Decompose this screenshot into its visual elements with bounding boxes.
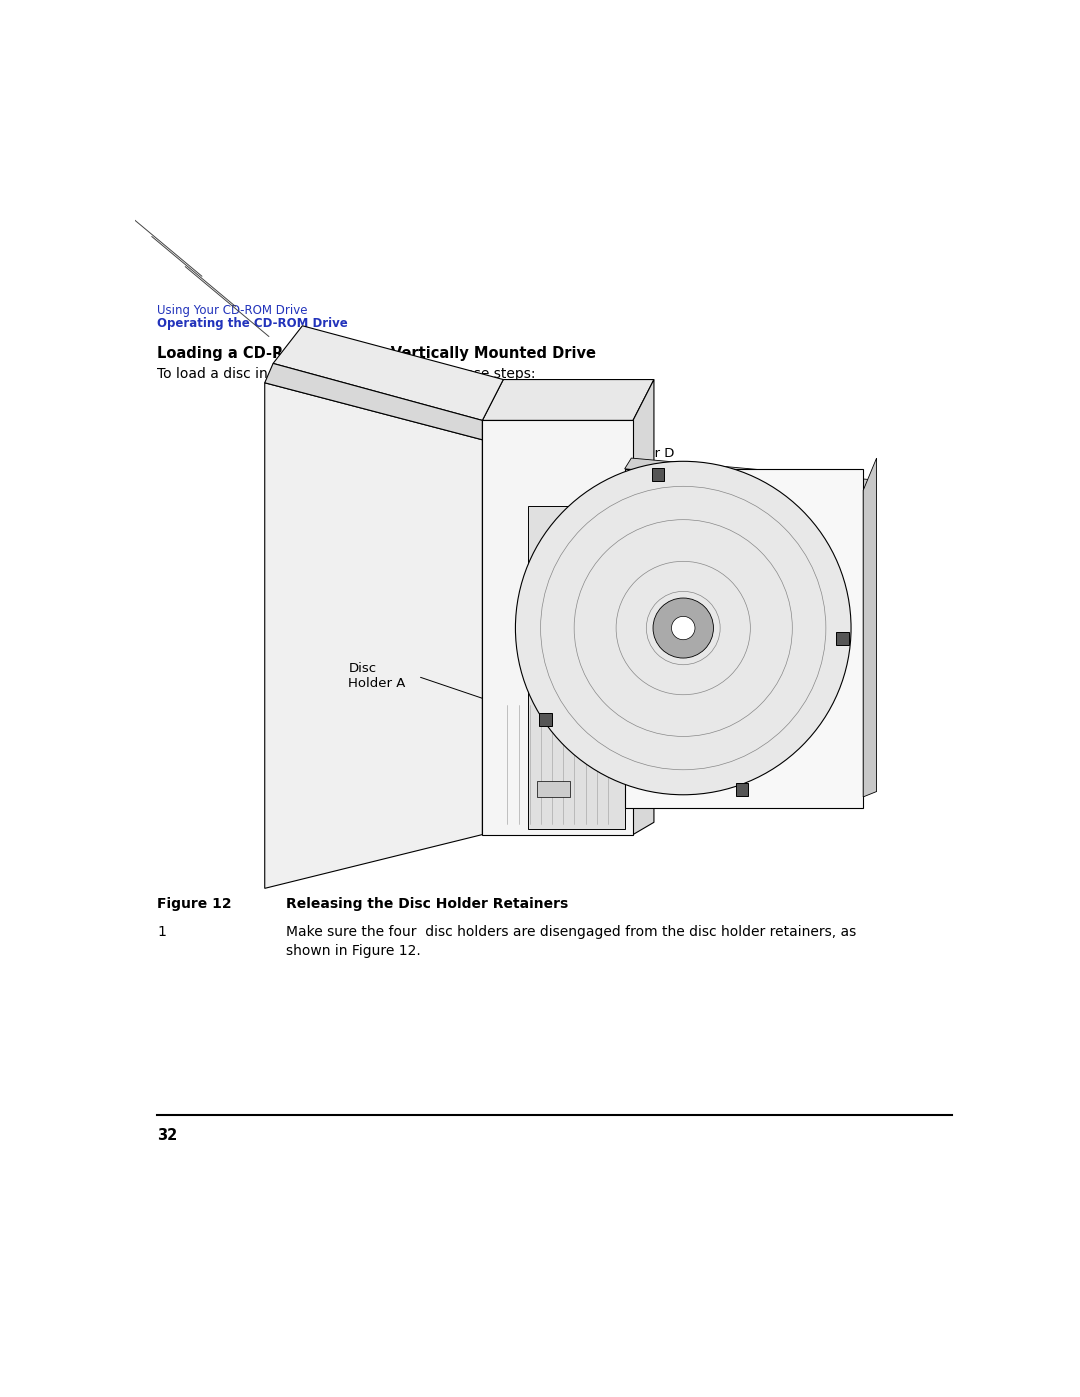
Text: Releasing the Disc Holder Retainers: Releasing the Disc Holder Retainers xyxy=(286,897,568,911)
Polygon shape xyxy=(528,507,624,830)
Polygon shape xyxy=(265,383,483,888)
Text: Figure 12: Figure 12 xyxy=(158,897,232,911)
FancyBboxPatch shape xyxy=(836,633,849,645)
Ellipse shape xyxy=(672,616,696,640)
Text: Using Your CD-ROM Drive: Using Your CD-ROM Drive xyxy=(158,305,308,317)
Text: Make sure the four  disc holders are disengaged from the disc holder retainers, : Make sure the four disc holders are dise… xyxy=(286,925,856,958)
Polygon shape xyxy=(537,781,570,796)
Polygon shape xyxy=(483,380,653,420)
FancyBboxPatch shape xyxy=(652,468,664,481)
Polygon shape xyxy=(265,363,483,440)
Text: 32: 32 xyxy=(158,1129,178,1143)
Polygon shape xyxy=(624,469,863,807)
FancyBboxPatch shape xyxy=(735,784,748,796)
Text: Operating the CD-ROM Drive: Operating the CD-ROM Drive xyxy=(158,317,348,330)
Text: To load a disc in the CD-ROM drive, follow these steps:: To load a disc in the CD-ROM drive, foll… xyxy=(158,366,536,380)
Text: Disc
Holder B: Disc Holder B xyxy=(557,767,616,795)
Ellipse shape xyxy=(602,608,615,620)
Polygon shape xyxy=(273,326,503,420)
Text: 1: 1 xyxy=(158,925,166,939)
Text: Disc
Holder C: Disc Holder C xyxy=(771,560,828,588)
Ellipse shape xyxy=(602,543,615,556)
Text: Loading a CD-ROM Disc in a Vertically Mounted Drive: Loading a CD-ROM Disc in a Vertically Mo… xyxy=(158,346,596,362)
Ellipse shape xyxy=(515,461,851,795)
Polygon shape xyxy=(624,458,869,490)
Polygon shape xyxy=(633,380,653,834)
Polygon shape xyxy=(483,420,633,834)
Text: Disc
Holder A: Disc Holder A xyxy=(349,662,406,690)
Ellipse shape xyxy=(653,598,714,658)
Polygon shape xyxy=(863,458,877,796)
Text: Disc
Holder D: Disc Holder D xyxy=(617,432,675,460)
FancyBboxPatch shape xyxy=(539,714,552,726)
